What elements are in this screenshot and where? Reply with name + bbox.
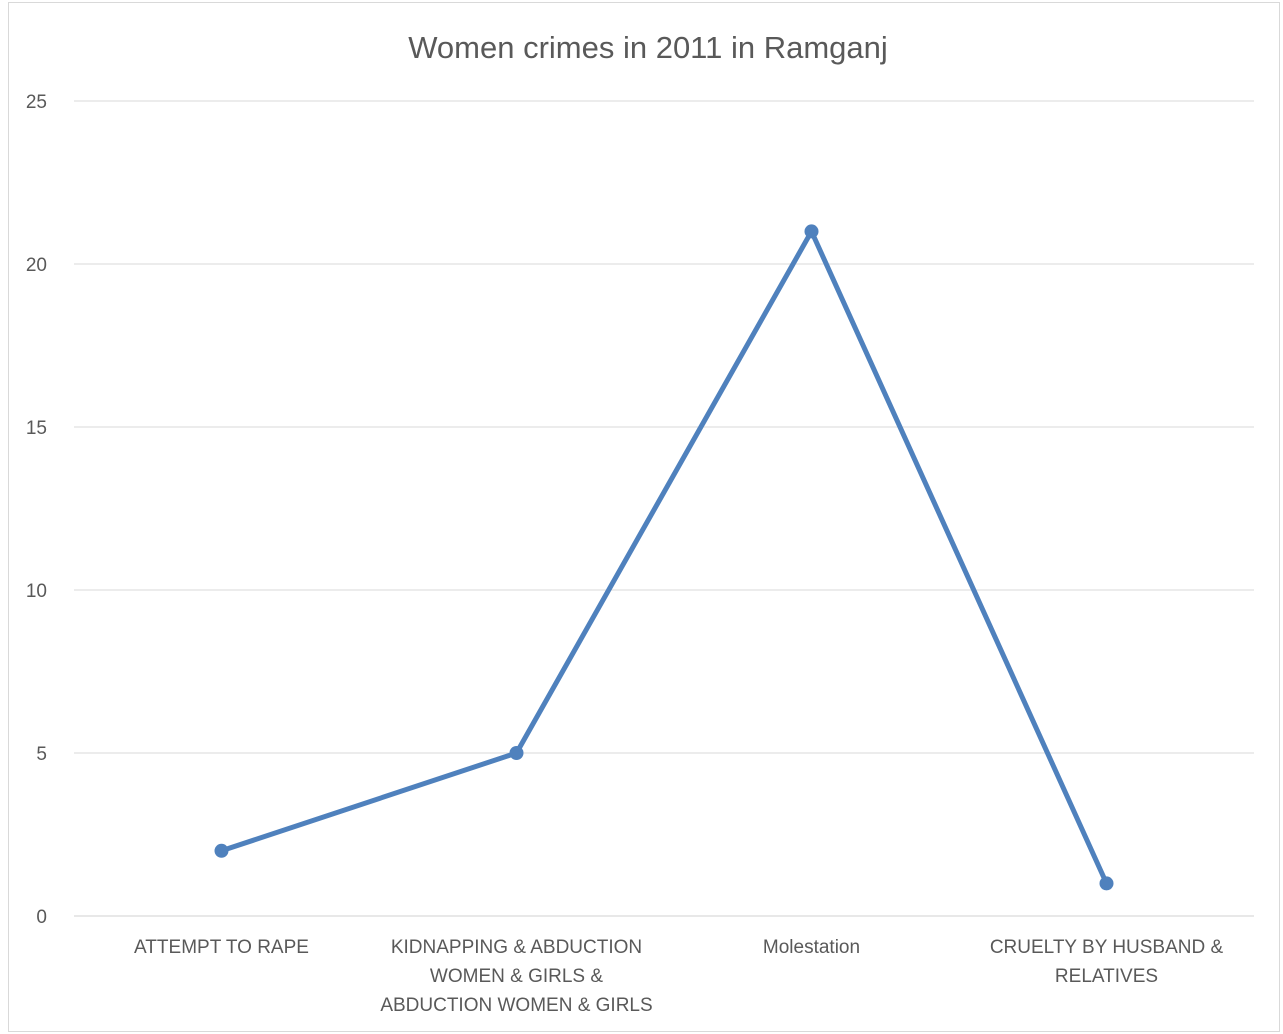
x-category-label-line: ABDUCTION WOMEN & GIRLS [380,995,652,1016]
y-tick-label: 25 [26,92,47,113]
series-line [219,228,1109,886]
y-tick-label: 0 [36,907,47,928]
y-tick-label: 20 [26,255,47,276]
x-category-label-line: Molestation [763,937,860,958]
data-point [804,224,819,239]
chart-title: Women crimes in 2011 in Ramganj [408,30,888,65]
chart-frame [8,2,1280,1032]
x-category-label: CRUELTY BY HUSBAND & RELATIVES [990,937,1224,987]
x-axis-category-labels: ATTEMPT TO RAPE KIDNAPPING & ABDUCTION WOM… [134,937,1223,1016]
data-point [214,843,229,858]
x-category-label-line: KIDNAPPING & ABDUCTION [391,937,642,958]
x-category-label: Molestation [763,937,860,958]
series-layer [214,224,1114,891]
data-point [1099,876,1114,891]
y-tick-label: 5 [36,744,47,765]
gridlines [74,100,1254,917]
data-point [509,746,524,760]
x-category-label: ATTEMPT TO RAPE [134,937,309,958]
x-category-label-line: ATTEMPT TO RAPE [134,937,309,958]
y-axis-tick-labels: 0 5 10 15 20 25 [26,92,47,928]
x-category-label-line: WOMEN & GIRLS & [430,966,603,987]
x-category-label-line: RELATIVES [1055,966,1158,987]
y-tick-label: 15 [26,418,47,439]
y-tick-label: 10 [26,581,47,602]
x-category-label-line: CRUELTY BY HUSBAND & [990,937,1224,958]
x-category-label: KIDNAPPING & ABDUCTION WOMEN & GIRLS & ABD… [380,937,652,1016]
